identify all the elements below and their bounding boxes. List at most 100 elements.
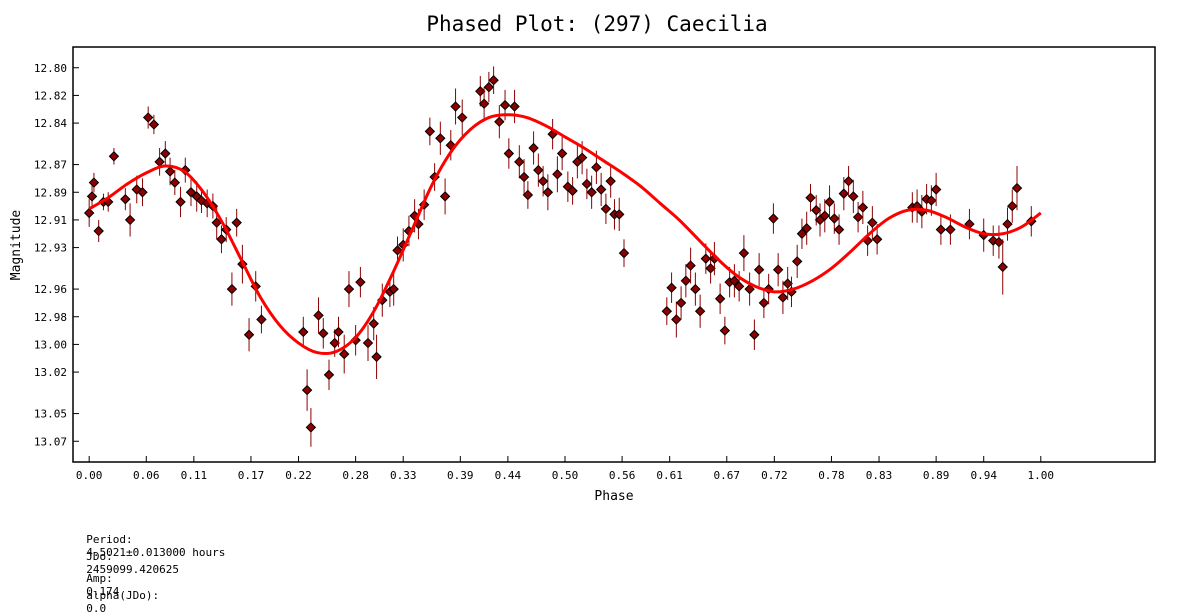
- data-point: [838, 188, 850, 199]
- data-point: [600, 203, 612, 215]
- data-point: [185, 187, 197, 198]
- x-tick-label: 0.39: [447, 469, 474, 482]
- x-tick-label: 0.67: [714, 469, 741, 482]
- x-tick-label: 0.00: [76, 469, 103, 482]
- data-point: [758, 297, 770, 309]
- data-point: [733, 281, 745, 292]
- data-point: [556, 148, 568, 159]
- data-point: [522, 189, 534, 201]
- data-point: [614, 209, 625, 220]
- x-tick-label: 0.50: [552, 469, 579, 482]
- data-point: [124, 214, 136, 226]
- x-tick-label: 0.61: [656, 469, 683, 482]
- data-point: [137, 187, 148, 198]
- data-point: [333, 326, 344, 338]
- plot-frame: [72, 46, 1156, 463]
- data-point: [160, 148, 171, 159]
- data-point: [857, 202, 869, 213]
- y-tick-label: 13.02: [34, 366, 67, 379]
- data-point: [323, 369, 335, 381]
- data-point: [488, 74, 499, 86]
- data-point: [494, 116, 505, 127]
- data-point: [666, 282, 677, 293]
- data-point: [256, 314, 267, 325]
- data-point: [528, 142, 539, 154]
- x-tick-label: 0.72: [761, 469, 788, 482]
- data-point: [142, 112, 154, 123]
- data-point: [313, 310, 324, 321]
- x-axis-ticks: 0.00 0.06 0.11 0.17 0.22 0.28 0.33 0.39 0.44 0.50…: [76, 456, 1054, 482]
- data-point: [1007, 200, 1018, 212]
- y-tick-label: 12.96: [34, 283, 67, 296]
- footer-line-2: JDo: 2459099.420625 alpha(JDo): 0.0: [73, 537, 179, 615]
- x-tick-label: 0.17: [238, 469, 265, 482]
- chart-title: Phased Plot: (297) Caecilia: [426, 12, 767, 36]
- data-point: [843, 175, 854, 187]
- data-point: [243, 329, 255, 340]
- data-point: [714, 293, 726, 304]
- data-point: [719, 325, 731, 336]
- y-axis-ticks: 12.80 12.82 12.84 12.87 12.89 12.91 12.93 12.96…: [34, 62, 79, 448]
- data-point: [483, 81, 495, 93]
- data-point: [852, 211, 864, 223]
- data-point: [1011, 182, 1023, 194]
- data-point: [86, 191, 98, 202]
- data-point: [514, 156, 525, 168]
- data-point: [744, 283, 755, 295]
- data-point: [475, 86, 486, 97]
- x-tick-label: 0.78: [818, 469, 845, 482]
- data-point: [368, 318, 379, 329]
- data-point: [605, 175, 616, 187]
- data-point: [675, 297, 687, 309]
- data-point: [926, 195, 937, 206]
- data-point: [148, 119, 160, 130]
- data-point: [318, 328, 329, 339]
- x-tick-label: 0.33: [390, 469, 417, 482]
- data-point: [169, 177, 181, 188]
- data-point: [93, 225, 104, 237]
- data-point: [753, 264, 765, 275]
- data-point: [509, 101, 520, 112]
- y-tick-label: 13.07: [34, 435, 67, 448]
- y-tick-label: 12.89: [34, 186, 67, 199]
- data-point: [829, 213, 840, 224]
- y-tick-label: 12.82: [34, 89, 67, 102]
- data-point: [586, 187, 597, 198]
- data-point: [329, 337, 340, 349]
- data-point: [749, 329, 760, 340]
- data-point: [805, 192, 816, 203]
- y-tick-label: 12.87: [34, 159, 67, 172]
- data-point: [503, 148, 515, 159]
- data-point: [671, 314, 682, 325]
- data-point: [362, 337, 374, 349]
- y-tick-label: 12.98: [34, 311, 67, 324]
- y-tick-label: 12.84: [34, 117, 67, 130]
- data-point: [796, 228, 808, 239]
- data-point: [700, 253, 712, 264]
- data-point: [343, 283, 355, 295]
- data-point: [833, 224, 845, 235]
- y-tick-label: 13.05: [34, 408, 67, 421]
- data-point: [424, 126, 436, 137]
- data-point: [824, 196, 835, 208]
- data-point: [791, 256, 803, 267]
- data-point: [801, 223, 812, 234]
- x-tick-label: 0.22: [285, 469, 312, 482]
- data-point: [782, 278, 793, 289]
- jdo-label: JDo:: [86, 550, 113, 563]
- data-point: [661, 306, 673, 317]
- data-point: [945, 224, 956, 235]
- alpha-value: 0.0: [86, 602, 107, 615]
- data-point: [567, 185, 578, 197]
- data-point: [355, 276, 366, 288]
- data-point: [1002, 218, 1013, 230]
- data-point: [518, 171, 530, 183]
- data-point: [211, 217, 222, 228]
- data-point: [935, 224, 947, 235]
- x-tick-label: 0.44: [495, 469, 522, 482]
- data-point: [871, 234, 883, 245]
- data-point: [392, 245, 403, 256]
- data-point: [301, 384, 313, 396]
- data-point: [819, 210, 830, 221]
- data-point: [680, 275, 692, 286]
